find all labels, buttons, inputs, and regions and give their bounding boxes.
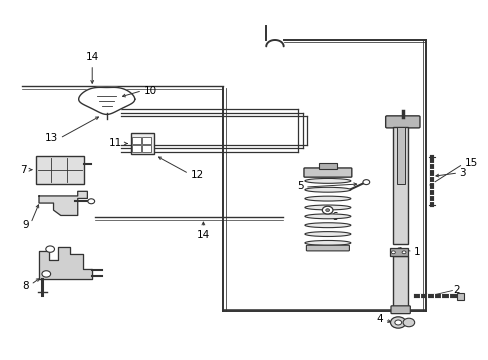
Text: 6: 6	[331, 212, 338, 222]
Text: 5: 5	[296, 181, 303, 192]
Ellipse shape	[305, 196, 350, 201]
FancyBboxPatch shape	[142, 137, 150, 144]
FancyBboxPatch shape	[390, 306, 409, 314]
Text: 8: 8	[23, 281, 29, 291]
Ellipse shape	[305, 223, 350, 228]
Polygon shape	[39, 192, 87, 215]
Polygon shape	[79, 87, 135, 114]
Ellipse shape	[305, 214, 350, 219]
FancyBboxPatch shape	[318, 163, 336, 168]
Text: 3: 3	[459, 168, 465, 178]
FancyBboxPatch shape	[306, 245, 349, 251]
Circle shape	[88, 199, 95, 204]
Text: 7: 7	[20, 165, 27, 175]
FancyBboxPatch shape	[142, 145, 150, 152]
Circle shape	[46, 246, 54, 252]
FancyBboxPatch shape	[132, 137, 141, 144]
Text: 4: 4	[376, 314, 383, 324]
FancyBboxPatch shape	[393, 256, 407, 307]
FancyBboxPatch shape	[393, 127, 407, 244]
Polygon shape	[39, 247, 92, 279]
Text: 1: 1	[413, 247, 420, 257]
FancyBboxPatch shape	[389, 248, 407, 256]
Circle shape	[402, 318, 414, 327]
Text: 14: 14	[196, 230, 210, 240]
FancyBboxPatch shape	[385, 116, 419, 128]
Circle shape	[42, 271, 51, 277]
FancyBboxPatch shape	[132, 145, 141, 152]
Text: 9: 9	[23, 220, 29, 230]
FancyBboxPatch shape	[131, 133, 154, 154]
Circle shape	[394, 320, 401, 325]
Ellipse shape	[305, 231, 350, 237]
Text: 2: 2	[452, 285, 459, 295]
Text: 13: 13	[45, 133, 58, 143]
FancyBboxPatch shape	[304, 168, 351, 177]
FancyBboxPatch shape	[36, 156, 84, 184]
Circle shape	[362, 180, 369, 185]
Text: 11: 11	[109, 139, 122, 148]
Ellipse shape	[305, 179, 350, 183]
FancyBboxPatch shape	[456, 293, 463, 300]
Circle shape	[325, 209, 329, 212]
Circle shape	[322, 206, 332, 214]
Ellipse shape	[305, 205, 350, 210]
Ellipse shape	[305, 240, 350, 246]
Circle shape	[391, 251, 394, 254]
Circle shape	[390, 317, 405, 328]
Text: 10: 10	[143, 86, 157, 96]
FancyBboxPatch shape	[396, 127, 404, 184]
Circle shape	[401, 251, 405, 254]
Ellipse shape	[305, 187, 350, 192]
Text: 15: 15	[464, 158, 477, 168]
Text: 12: 12	[190, 170, 203, 180]
Text: 14: 14	[85, 52, 99, 62]
